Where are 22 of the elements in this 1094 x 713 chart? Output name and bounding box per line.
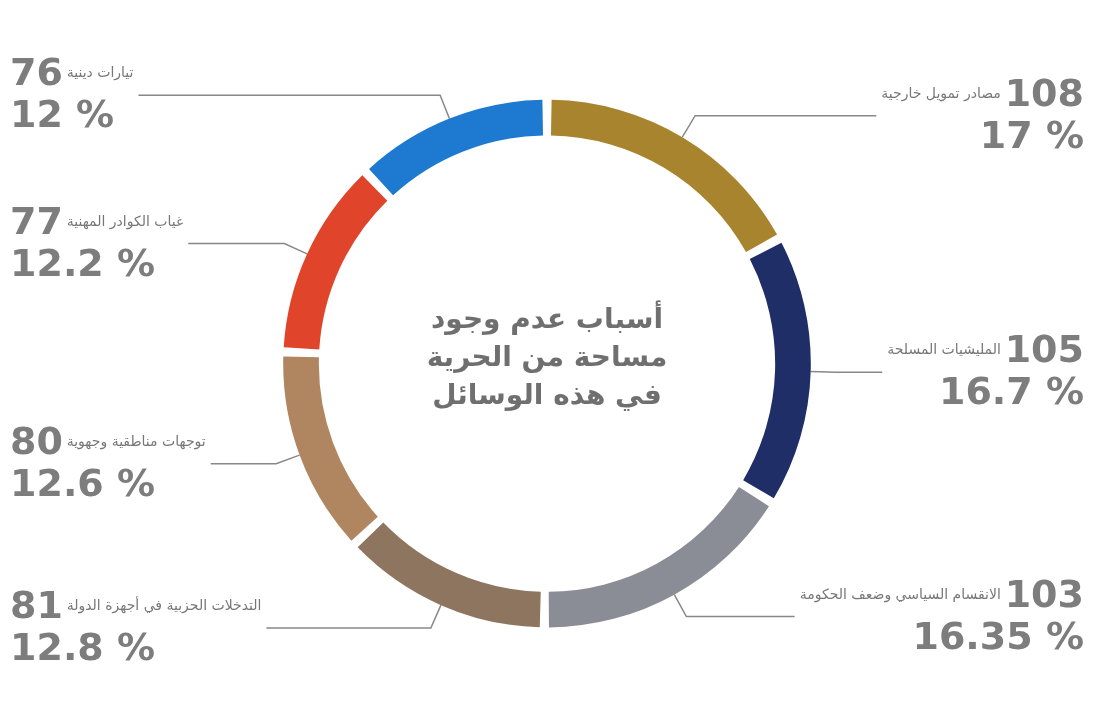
slice-label: التدخلات الحزبية في أجهزة الدولة (66, 596, 262, 615)
slice-label: مصادر تمويل خارجية (881, 84, 1001, 102)
data-label: 108 (1004, 70, 1084, 115)
text: 16.35 % (912, 613, 1084, 658)
text: 12.6 % (10, 460, 156, 505)
text: أسباب عدم وجود مساحة من الحرية في هذه الوسائل (426, 300, 668, 411)
data-label: 77 (10, 198, 63, 243)
slice-label: الانقسام السياسي وضعف الحكومة (799, 585, 1001, 603)
slice-label: توجهات مناطقية وجهوية (66, 432, 206, 450)
slice-label: المليشيات المسلحة (887, 341, 1001, 358)
data-label: 103 (1004, 571, 1084, 616)
text: 16.7 % (938, 369, 1084, 414)
data-label: 81 (10, 583, 63, 628)
text: 12.2 % (10, 240, 156, 285)
text: 12 % (10, 92, 115, 137)
data-label: 76 (10, 50, 63, 95)
data-label: 80 (10, 418, 63, 463)
slice-label: غياب الكوادر المهنية (66, 212, 184, 230)
text: 12.8 % (10, 625, 156, 670)
text: 17 % (979, 112, 1084, 157)
data-label: 105 (1004, 327, 1084, 372)
slice-label: تيارات دينية (66, 64, 134, 82)
